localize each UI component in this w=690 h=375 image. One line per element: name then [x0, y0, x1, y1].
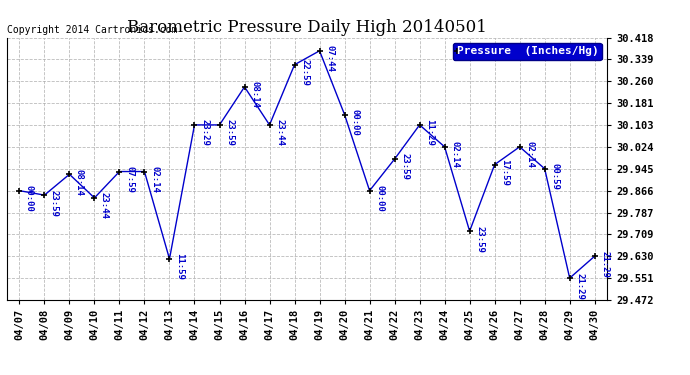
- Text: 00:00: 00:00: [25, 185, 34, 212]
- Text: 23:29: 23:29: [200, 119, 209, 146]
- Title: Barometric Pressure Daily High 20140501: Barometric Pressure Daily High 20140501: [127, 19, 487, 36]
- Line: Pressure  (Inches/Hg): Pressure (Inches/Hg): [16, 47, 598, 282]
- Text: 21:29: 21:29: [600, 251, 609, 278]
- Text: 22:59: 22:59: [300, 59, 309, 86]
- Pressure  (Inches/Hg): [340, 112, 348, 117]
- Text: 00:59: 00:59: [550, 163, 559, 190]
- Pressure  (Inches/Hg): [491, 162, 499, 167]
- Pressure  (Inches/Hg): [315, 49, 324, 53]
- Text: 11:59: 11:59: [175, 254, 184, 280]
- Pressure  (Inches/Hg): [440, 145, 449, 149]
- Pressure  (Inches/Hg): [190, 123, 199, 127]
- Pressure  (Inches/Hg): [366, 188, 374, 193]
- Pressure  (Inches/Hg): [515, 145, 524, 149]
- Pressure  (Inches/Hg): [15, 188, 23, 193]
- Text: 23:44: 23:44: [100, 192, 109, 219]
- Text: 08:14: 08:14: [250, 81, 259, 108]
- Pressure  (Inches/Hg): [40, 193, 48, 197]
- Text: 23:59: 23:59: [225, 119, 234, 146]
- Text: Copyright 2014 Cartronics.com: Copyright 2014 Cartronics.com: [7, 25, 177, 35]
- Legend: Pressure  (Inches/Hg): Pressure (Inches/Hg): [453, 43, 602, 60]
- Pressure  (Inches/Hg): [566, 276, 574, 280]
- Pressure  (Inches/Hg): [540, 166, 549, 171]
- Text: 23:59: 23:59: [475, 226, 484, 252]
- Text: 08:14: 08:14: [75, 169, 84, 196]
- Text: 23:59: 23:59: [400, 153, 409, 180]
- Pressure  (Inches/Hg): [591, 254, 599, 258]
- Pressure  (Inches/Hg): [115, 169, 124, 174]
- Pressure  (Inches/Hg): [415, 123, 424, 127]
- Text: 21:29: 21:29: [575, 273, 584, 299]
- Text: 23:59: 23:59: [50, 189, 59, 216]
- Text: 11:29: 11:29: [425, 119, 434, 146]
- Pressure  (Inches/Hg): [266, 123, 274, 127]
- Text: 17:59: 17:59: [500, 159, 509, 186]
- Pressure  (Inches/Hg): [140, 169, 148, 174]
- Text: 00:00: 00:00: [350, 109, 359, 136]
- Text: 07:44: 07:44: [325, 45, 334, 72]
- Text: 02:14: 02:14: [450, 141, 459, 168]
- Pressure  (Inches/Hg): [90, 196, 99, 200]
- Text: 00:00: 00:00: [375, 185, 384, 212]
- Text: 07:59: 07:59: [125, 166, 134, 193]
- Text: 02:14: 02:14: [150, 166, 159, 193]
- Pressure  (Inches/Hg): [166, 256, 174, 261]
- Pressure  (Inches/Hg): [66, 172, 74, 177]
- Pressure  (Inches/Hg): [290, 63, 299, 67]
- Text: 02:14: 02:14: [525, 141, 534, 168]
- Pressure  (Inches/Hg): [391, 157, 399, 161]
- Pressure  (Inches/Hg): [215, 123, 224, 127]
- Pressure  (Inches/Hg): [466, 229, 474, 233]
- Pressure  (Inches/Hg): [240, 85, 248, 89]
- Text: 23:44: 23:44: [275, 119, 284, 146]
